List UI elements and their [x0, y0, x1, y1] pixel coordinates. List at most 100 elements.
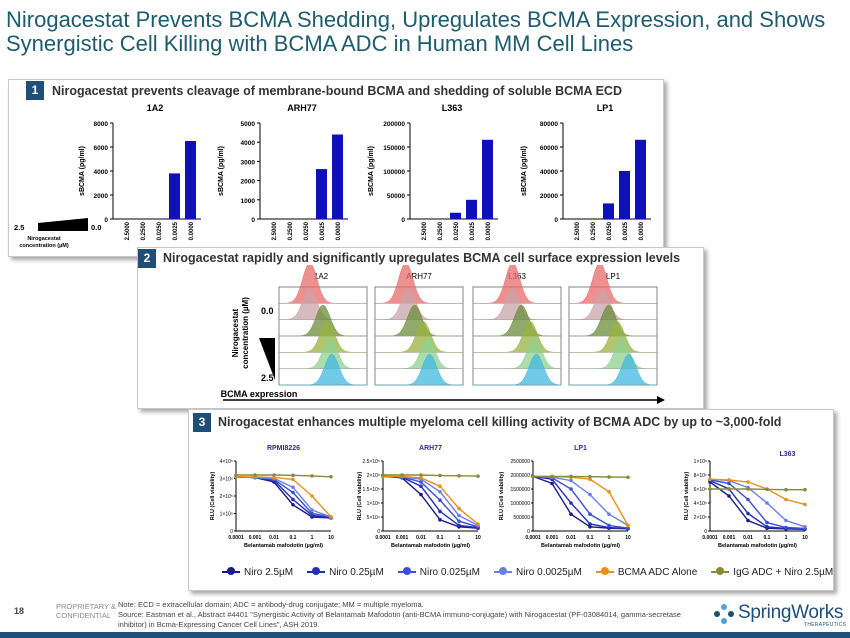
- data-point: [784, 518, 788, 523]
- dose-response-line: [532, 475, 629, 530]
- y-axis-label: sBCMA (pg/ml): [218, 146, 225, 196]
- dose-response-line: [710, 488, 805, 491]
- y-axis-label: RLU (Cell viability): [210, 472, 216, 521]
- y-tick-label: 5000: [241, 121, 256, 128]
- data-point: [746, 511, 750, 516]
- legend-item: Niro 0.25µM: [307, 567, 384, 578]
- x-tick-label: 10: [802, 535, 808, 541]
- data-point: [457, 506, 461, 511]
- data-point: [531, 474, 535, 479]
- data-point: [588, 477, 592, 481]
- top-concentration-label: 0.0: [261, 306, 274, 316]
- data-point: [626, 475, 630, 480]
- x-tick-label: 10: [475, 535, 481, 541]
- confidential-text: CONFIDENTIAL: [56, 611, 112, 620]
- legend-dot-marker: [716, 567, 725, 575]
- x-tick-label: 0.0001: [375, 535, 391, 541]
- y-tick-label: 3×10⁵: [220, 477, 233, 483]
- data-point: [291, 497, 295, 502]
- note-text: Note: ECD = extracellular domain; ADC = …: [118, 600, 424, 609]
- legend-item: IgG ADC + Niro 2.5µM: [711, 567, 833, 578]
- bottom-brand-bar: [0, 632, 850, 638]
- x-tick-label: 0.0001: [525, 535, 541, 541]
- panel-2-heading: Nirogacestat rapidly and significantly u…: [163, 251, 681, 265]
- x-tick-label: 10: [625, 535, 631, 541]
- y-tick-label: 0: [251, 217, 255, 224]
- y-tick-label: 5×10⁴: [367, 515, 380, 521]
- x-tick-label: 1: [311, 535, 314, 541]
- y-axis-label: sBCMA (pg/ml): [368, 146, 375, 196]
- dose-response-line: [236, 474, 332, 478]
- y-tick-label: 0: [230, 529, 233, 535]
- x-tick-label: 0.001: [546, 535, 559, 541]
- legend-dot-marker: [499, 567, 508, 575]
- dose-chart-title: L363: [780, 451, 796, 458]
- dose-response-line: [235, 476, 332, 518]
- y-axis-label: sBCMA (pg/ml): [521, 146, 528, 196]
- data-point: [291, 490, 295, 495]
- data-point: [457, 513, 461, 518]
- y-tick-label: 200000: [383, 121, 405, 128]
- dose-response-line: [709, 479, 806, 530]
- y-tick-label: 3000: [241, 159, 256, 166]
- y-tick-label: 0: [401, 217, 405, 224]
- x-axis-label: Belantamab mafodotin (µg/ml): [718, 543, 797, 549]
- legend-label: Niro 0.025µM: [419, 566, 481, 578]
- data-point: [588, 512, 592, 516]
- data-point: [607, 490, 611, 494]
- data-point: [550, 481, 554, 486]
- data-point: [765, 487, 769, 492]
- bar: [332, 134, 343, 219]
- y-tick-label: 1.5×10⁵: [362, 487, 380, 493]
- x-axis-label: Belantamab mafodotin (µg/ml): [541, 543, 620, 549]
- x-tick-label: 0.0250: [157, 221, 163, 240]
- y-tick-label: 1×10⁵: [220, 512, 233, 518]
- histogram-curve: [568, 265, 658, 304]
- legend-label: Niro 0.25µM: [329, 566, 384, 578]
- y-tick-label: 150000: [383, 145, 405, 152]
- data-point: [457, 519, 461, 523]
- bar: [635, 139, 646, 219]
- histogram-title: ARH77: [406, 272, 432, 281]
- legend-line-marker: [595, 567, 614, 575]
- x-tick-label: 0.0001: [702, 535, 718, 541]
- dose-response-line: [382, 475, 479, 529]
- data-point: [727, 494, 731, 498]
- springworks-logo-icon: [714, 604, 734, 624]
- x-axis-label: Belantamab mafodotin (µg/ml): [244, 543, 323, 549]
- legend-line-marker: [397, 567, 416, 575]
- data-point: [569, 474, 573, 479]
- histogram-curve: [473, 353, 562, 386]
- data-point: [569, 512, 573, 516]
- y-tick-label: 20000: [540, 193, 558, 200]
- bottom-concentration-label: 2.5: [261, 373, 274, 383]
- data-point: [550, 474, 554, 479]
- data-point: [291, 473, 295, 478]
- concentration-label-line1: Nirogacestat: [27, 236, 60, 242]
- y-tick-label: 50000: [387, 193, 405, 200]
- legend-line-marker: [307, 567, 326, 575]
- data-point: [727, 478, 731, 482]
- data-point: [569, 487, 573, 491]
- y-label-line2: concentration (µM): [241, 297, 250, 369]
- x-tick-label: 0.2500: [141, 221, 147, 240]
- legend-label: IgG ADC + Niro 2.5µM: [733, 566, 834, 578]
- y-tick-label: 40000: [540, 169, 558, 176]
- x-tick-label: 2.5000: [272, 221, 278, 240]
- data-point: [569, 501, 573, 505]
- x-tick-label: 2.5000: [422, 221, 428, 240]
- data-point: [746, 480, 750, 484]
- x-tick-label: 0.0025: [470, 221, 476, 240]
- data-point: [438, 473, 442, 478]
- data-point: [588, 474, 592, 479]
- legend-line-marker: [222, 567, 240, 575]
- y-tick-label: 1×10⁶: [694, 459, 707, 465]
- x-tick-label: 0.1: [437, 535, 444, 541]
- histogram-curve: [374, 265, 464, 304]
- dose-response-line: [383, 474, 479, 477]
- data-point: [626, 526, 630, 530]
- data-point: [765, 520, 769, 525]
- data-point: [765, 501, 769, 505]
- y-axis-label: RLU (Cell viability): [357, 472, 363, 521]
